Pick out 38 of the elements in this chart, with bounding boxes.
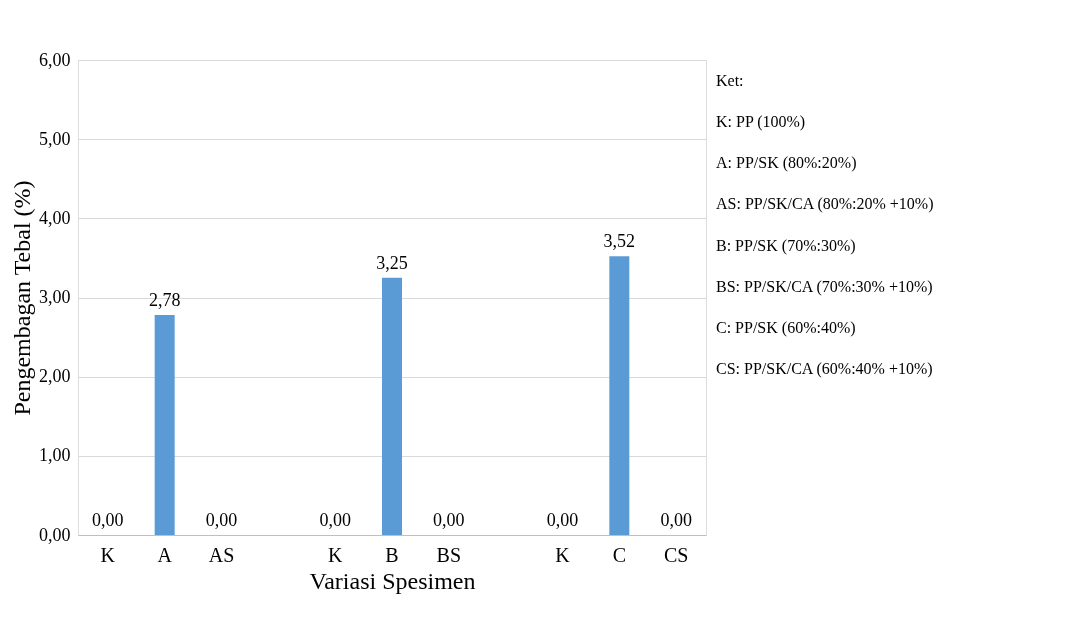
y-axis-title: Pengembagan Tebal (%) [9, 180, 35, 416]
data-label: 0,00 [319, 510, 351, 530]
y-tick-label: 6,00 [39, 49, 71, 70]
data-label: 0,00 [92, 510, 124, 530]
text: B: PP/SK (70%:30%) [716, 236, 856, 255]
text: BS: PP/SK/CA (70%:30% +10%) [716, 277, 933, 296]
text: Ket: [716, 71, 744, 89]
x-tick-label: A [157, 543, 173, 566]
data-label: 0,00 [660, 510, 692, 530]
y-tick-label: 4,00 [39, 207, 71, 228]
y-tick-label: 3,00 [39, 287, 71, 307]
x-tick-label: C [612, 543, 626, 566]
data-label: 2,78 [148, 289, 181, 310]
x-tick-label: K [100, 543, 116, 566]
y-tick-label: 5,00 [39, 128, 71, 149]
text: A: PP/SK (80%:20%) [716, 154, 857, 173]
x-tick-label: B [385, 543, 399, 566]
y-tick-label: 2,00 [39, 366, 71, 387]
bar [609, 256, 630, 535]
x-tick-label: K [555, 543, 571, 566]
text: K: PP (100%) [716, 112, 806, 131]
x-axis-title: Variasi Spesimen [309, 567, 476, 594]
data-label: 0,00 [205, 510, 238, 530]
text: AS: PP/SK/CA (80%:20% +10%) [716, 195, 934, 214]
bar [154, 314, 175, 535]
y-tick-label: 0,00 [39, 524, 71, 545]
x-tick-label: CS [663, 543, 689, 566]
text: CS: PP/SK/CA (60%:40% +10%) [716, 360, 933, 379]
y-tick-label: 1,00 [39, 445, 71, 466]
data-label: 3,52 [603, 231, 636, 252]
data-label: 3,25 [376, 252, 408, 273]
x-tick-label: AS [208, 543, 235, 566]
x-tick-label: BS [436, 543, 462, 566]
data-label: 0,00 [546, 510, 579, 530]
data-label: 0,00 [433, 510, 465, 530]
x-tick-label: K [327, 543, 343, 566]
text: C: PP/SK (60%:40%) [716, 319, 856, 338]
bar [382, 277, 402, 535]
